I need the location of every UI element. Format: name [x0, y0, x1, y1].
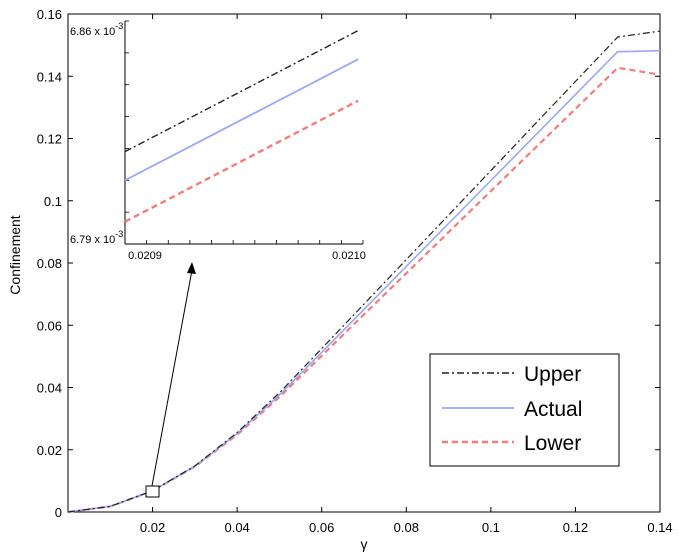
y-tick-label-5: 0.1 — [44, 194, 62, 209]
series-line-actual — [67, 49, 661, 513]
y-axis-ticks: 0 0.02 0.04 0.06 0.08 0.1 0.12 0.14 0.16 — [37, 7, 660, 520]
x-tick-label-0: 0.02 — [140, 520, 165, 535]
zoom-arrow — [151, 269, 193, 487]
y-tick-label-8: 0.16 — [37, 7, 62, 22]
series-lines — [67, 30, 661, 514]
legend-label-upper: Upper — [524, 363, 581, 386]
y-tick-label-0: 0 — [55, 505, 62, 520]
y-axis-title: Confinement — [7, 215, 23, 294]
y-tick-label-7: 0.14 — [37, 69, 62, 84]
x-axis-ticks: 0.02 0.04 0.06 0.08 0.1 0.12 0.14 — [140, 14, 673, 535]
x-tick-label-2: 0.06 — [309, 520, 334, 535]
y-tick-label-3: 0.06 — [37, 318, 62, 333]
zoom-arrow-head — [187, 262, 196, 274]
x-tick-label-6: 0.14 — [647, 520, 672, 535]
legend-label-actual: Actual — [524, 398, 582, 421]
inset-chart: 6.86 x 10-3 6.79 x 10-3 0.0209 0.0210 — [70, 20, 366, 262]
legend-label-lower: Lower — [524, 432, 581, 455]
inset-background — [125, 21, 363, 244]
inset-x-tick-label-1: 0.0210 — [332, 250, 366, 262]
y-tick-label-6: 0.12 — [37, 132, 62, 147]
x-tick-label-4: 0.1 — [482, 520, 500, 535]
inset-x-tick-label-0: 0.0209 — [128, 250, 162, 262]
inset-y-top-label: 6.86 x 10-3 — [70, 21, 123, 38]
y-tick-label-4: 0.08 — [37, 256, 62, 271]
inset-line-lower — [124, 99, 359, 223]
y-tick-label-2: 0.04 — [37, 381, 62, 396]
x-tick-label-3: 0.08 — [394, 520, 419, 535]
series-line-upper — [67, 30, 661, 513]
inset-lines — [124, 29, 359, 223]
legend: Upper Actual Lower — [429, 353, 620, 467]
inset-line-actual — [124, 58, 359, 182]
y-tick-label-1: 0.02 — [37, 443, 62, 458]
x-axis-title: γ — [361, 536, 368, 552]
x-tick-label-5: 0.12 — [563, 520, 588, 535]
x-tick-label-1: 0.04 — [224, 520, 249, 535]
inset-ticks — [124, 20, 364, 245]
inset-y-bottom-label: 6.79 x 10-3 — [70, 229, 123, 246]
zoom-region-marker — [145, 485, 160, 498]
inset-line-upper — [124, 29, 359, 153]
